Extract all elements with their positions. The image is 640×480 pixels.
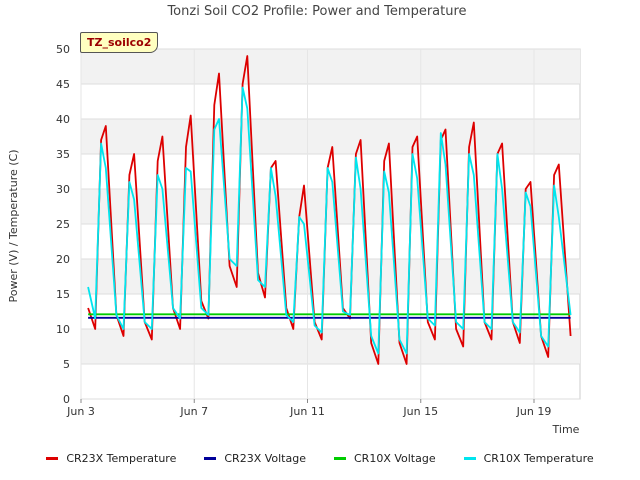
legend-item: CR10X Temperature <box>463 452 594 465</box>
y-tick-label: 35 <box>56 148 70 161</box>
legend-item: CR23X Temperature <box>46 452 176 465</box>
x-axis-title: Time <box>552 423 580 436</box>
site-label-badge: TZ_soilco2 <box>80 32 159 53</box>
series-line-cr10x-temperature <box>87 86 572 355</box>
chart-title: Tonzi Soil CO2 Profile: Power and Temper… <box>166 4 466 19</box>
x-tick-label: Jun 19 <box>516 405 552 418</box>
legend-label: CR10X Voltage <box>354 452 436 465</box>
y-tick-label: 0 <box>63 393 70 406</box>
legend-swatch <box>463 457 476 460</box>
y-axis-title: Power (V) / Temperature (C) <box>7 149 20 302</box>
legend-label: CR10X Temperature <box>483 452 594 465</box>
x-tick-label: Jun 3 <box>66 405 95 418</box>
y-tick-label: 30 <box>56 183 70 196</box>
legend-item: CR23X Voltage <box>204 452 306 465</box>
x-axis: Jun 3 Jun 7 Jun 11 Jun 15 Jun 19 <box>66 399 551 418</box>
legend-item: CR10X Voltage <box>334 452 436 465</box>
series-layer <box>87 55 572 365</box>
x-tick-label: Jun 7 <box>179 405 208 418</box>
y-tick-label: 15 <box>56 288 70 301</box>
legend-swatch <box>46 457 59 460</box>
legend-label: CR23X Voltage <box>224 452 306 465</box>
legend-swatch <box>204 457 217 460</box>
x-tick-label: Jun 11 <box>289 405 325 418</box>
plot-band <box>81 329 580 364</box>
y-tick-label: 20 <box>56 253 70 266</box>
y-tick-label: 45 <box>56 78 70 91</box>
plot-band <box>81 49 580 84</box>
legend: CR23X Temperature CR23X Voltage CR10X Volt… <box>0 452 640 465</box>
y-axis: 0 5 10 15 20 25 30 35 40 45 50 <box>56 43 70 406</box>
x-tick-label: Jun 15 <box>402 405 438 418</box>
plot-band <box>81 259 580 294</box>
legend-label: CR23X Temperature <box>66 452 177 465</box>
y-tick-label: 5 <box>63 358 70 371</box>
y-tick-label: 10 <box>56 323 70 336</box>
y-tick-label: 50 <box>56 43 70 56</box>
y-tick-label: 40 <box>56 113 70 126</box>
legend-swatch <box>334 457 346 460</box>
plot-band <box>81 119 580 154</box>
y-tick-label: 25 <box>56 218 70 231</box>
